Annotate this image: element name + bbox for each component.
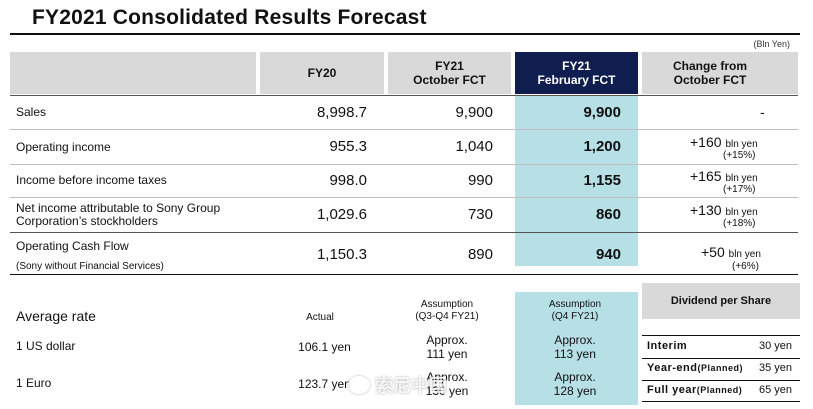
rate-actual-usd: 106.1 yen (298, 340, 351, 354)
feb-fct-value: 1,200 (583, 138, 621, 155)
change-value: +160 bln yen (690, 134, 758, 150)
weibo-icon (348, 376, 370, 394)
col-header-change: Change from October FCT (672, 59, 747, 87)
fy20-value: 1,150.3 (316, 246, 367, 263)
average-rate-label: Average rate (16, 308, 96, 324)
change-value: - (760, 104, 765, 120)
row-label-sales: Sales (16, 105, 47, 119)
fy20-value: 1,029.6 (316, 206, 367, 223)
oct-fct-value: 990 (467, 172, 493, 189)
col-header-fy21-oct: FY21 October FCT (413, 59, 486, 87)
change-value: +50 bln yen (701, 244, 761, 260)
row-label-operating-cash-flow: Operating Cash Flow (16, 239, 129, 253)
change-value: +165 bln yen (690, 168, 758, 184)
fy20-value: 955.3 (329, 138, 367, 155)
rate-label-eur: 1 Euro (16, 376, 52, 390)
change-percent: (+15%) (723, 150, 756, 161)
oct-fct-value: 730 (467, 206, 493, 223)
dividend-value-full-year: 65 yen (758, 384, 792, 396)
change-percent: (+6%) (732, 261, 759, 272)
row-divider (10, 232, 798, 233)
row-label-net-income: Net income attributable to Sony Group Cor… (16, 201, 221, 228)
dividend-rule (642, 358, 800, 359)
header-gap (511, 52, 515, 94)
oct-fct-value: 9,900 (455, 104, 493, 121)
dividend-rule (642, 335, 800, 336)
fy20-value: 8,998.7 (316, 104, 367, 121)
unit-note: (Bln Yen) (753, 39, 790, 49)
row-label-operating-income: Operating income (16, 140, 111, 154)
row-divider (10, 95, 798, 96)
table-bottom-rule (10, 274, 798, 275)
dividend-label-full-year: Full year(Planned) (647, 384, 743, 396)
feb-fct-highlight-rates (515, 292, 638, 405)
rate-header-feb: Assumption (Q4 FY21) (548, 299, 602, 322)
header-gap (638, 52, 642, 94)
feb-fct-value: 860 (595, 206, 621, 223)
dividend-value-interim: 30 yen (758, 340, 792, 352)
rate-oct-eur: Approx. 130 yen (425, 370, 469, 398)
watermark: 索尼中国 (348, 372, 447, 398)
rate-header-oct: Assumption (Q3-Q4 FY21) (415, 299, 479, 322)
row-sublabel: (Sony without Financial Services) (16, 261, 164, 272)
page-title: FY2021 Consolidated Results Forecast (32, 6, 427, 29)
title-underline (10, 33, 800, 35)
feb-fct-highlight (515, 95, 638, 266)
row-divider (10, 129, 798, 130)
col-header-fy21-feb: FY21 February FCT (515, 52, 638, 94)
dividend-rule (642, 380, 800, 381)
header-gap (256, 52, 260, 94)
change-percent: (+17%) (723, 184, 756, 195)
row-divider (10, 164, 798, 165)
row-label-income-before-taxes: Income before income taxes (16, 173, 167, 187)
row-divider (10, 197, 798, 198)
feb-fct-value: 940 (595, 246, 621, 263)
rate-label-usd: 1 US dollar (16, 339, 76, 353)
watermark-text: 索尼中国 (375, 376, 447, 396)
dividend-rule (642, 401, 800, 402)
rate-feb-eur: Approx. 128 yen (553, 370, 597, 398)
change-percent: (+18%) (723, 218, 756, 229)
table-header-band (10, 52, 798, 94)
oct-fct-value: 890 (467, 246, 493, 263)
dividend-header: Dividend per Share (642, 283, 800, 319)
feb-fct-value: 1,155 (583, 172, 621, 189)
oct-fct-value: 1,040 (455, 138, 493, 155)
rate-oct-usd: Approx. 111 yen (426, 333, 468, 361)
dividend-value-year-end: 35 yen (758, 362, 792, 374)
rate-header-actual: Actual (306, 312, 334, 323)
fy20-value: 998.0 (329, 172, 367, 189)
dividend-label-year-end: Year-end(Planned) (647, 362, 743, 374)
change-value: +130 bln yen (690, 202, 758, 218)
feb-fct-value: 9,900 (583, 104, 621, 121)
header-gap (384, 52, 388, 94)
dividend-label-interim: Interim (647, 340, 688, 352)
rate-feb-usd: Approx. 113 yen (554, 333, 596, 361)
col-header-fy20: FY20 (307, 66, 337, 80)
rate-actual-eur: 123.7 yen (298, 377, 351, 391)
